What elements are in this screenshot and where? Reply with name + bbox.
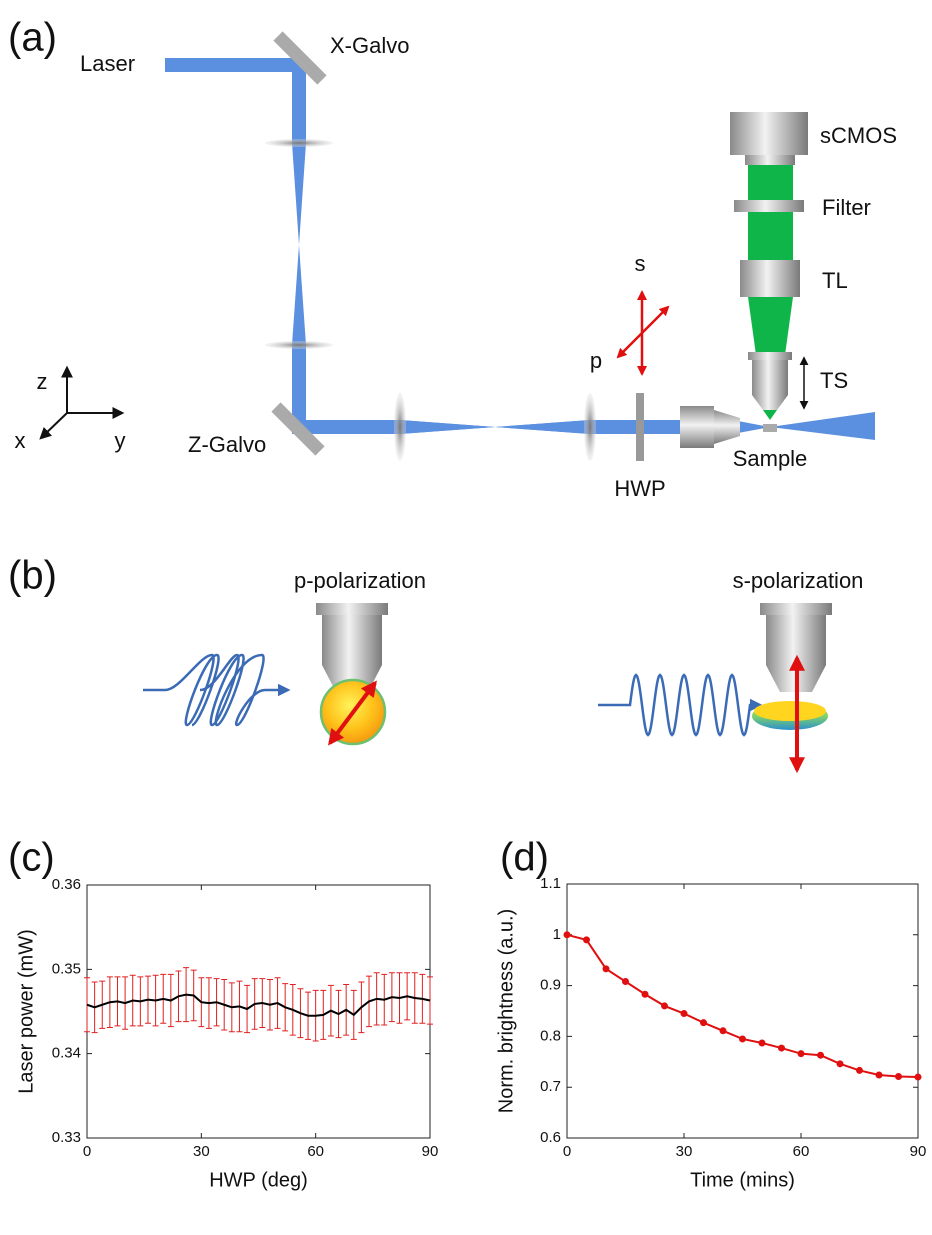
x-tick-label: 30 <box>193 1143 210 1160</box>
data-point <box>817 1051 824 1059</box>
label: HWP <box>614 476 665 501</box>
panel-label: (d) <box>500 836 549 880</box>
label: y <box>115 428 126 453</box>
data-point <box>875 1071 883 1079</box>
x-tick-label: 30 <box>676 1143 693 1160</box>
x-tick-label: 90 <box>910 1143 927 1160</box>
panel-label: (b) <box>8 554 57 598</box>
label: s-polarization <box>733 568 864 593</box>
data-point <box>602 965 610 973</box>
x-tick-label: 0 <box>563 1143 571 1160</box>
data-point <box>778 1044 785 1052</box>
data-point <box>797 1050 805 1058</box>
y-tick-label: 0.8 <box>540 1027 561 1044</box>
data-line <box>566 933 919 1079</box>
y-tick-label: 1.1 <box>540 875 561 892</box>
y-tick-label: 0.7 <box>540 1078 561 1095</box>
label: z <box>37 369 48 394</box>
data-point <box>583 936 590 944</box>
y-tick-label: 0.6 <box>540 1129 561 1146</box>
x-tick-label: 90 <box>422 1143 439 1160</box>
data-point <box>563 931 571 939</box>
data-point <box>758 1039 766 1047</box>
data-point <box>856 1066 863 1074</box>
data-point <box>719 1027 727 1035</box>
label: Laser <box>80 51 135 76</box>
data-point <box>836 1060 844 1068</box>
plot-frame <box>86 884 431 1139</box>
y-axis-label: Norm. brightness (a.u.) <box>495 909 517 1114</box>
y-tick-label: 0.33 <box>52 1129 81 1146</box>
x-axis-label: Time (mins) <box>690 1169 795 1191</box>
y-tick-label: 0.36 <box>52 876 81 893</box>
data-point <box>895 1073 902 1081</box>
y-tick-label: 0.34 <box>52 1045 81 1062</box>
data-point <box>700 1019 707 1027</box>
x-tick-label: 0 <box>83 1143 91 1160</box>
label: TS <box>820 368 848 393</box>
data-point <box>739 1035 746 1043</box>
y-tick-label: 0.35 <box>52 960 81 977</box>
label: x <box>15 428 26 453</box>
label: Filter <box>822 195 871 220</box>
setup-diagram <box>39 31 875 461</box>
label: Sample <box>733 446 808 471</box>
y-tick-label: 0.9 <box>540 977 561 994</box>
data-point <box>914 1073 922 1081</box>
label: TL <box>822 268 848 293</box>
label: p <box>590 348 602 373</box>
y-tick-label: 1 <box>553 926 561 943</box>
label: p-polarization <box>294 568 426 593</box>
panel-label: (a) <box>8 16 57 60</box>
data-point <box>680 1010 688 1018</box>
x-tick-label: 60 <box>793 1143 810 1160</box>
data-line <box>86 993 431 1017</box>
panel-label: (c) <box>8 836 55 880</box>
x-tick-label: 60 <box>307 1143 324 1160</box>
label: Z-Galvo <box>188 432 266 457</box>
plot-frame <box>566 883 919 1139</box>
data-point <box>622 978 629 986</box>
label: X-Galvo <box>330 33 409 58</box>
y-axis-label: Laser power (mW) <box>15 929 37 1093</box>
polarization-diagram <box>143 603 832 774</box>
label: s <box>635 251 646 276</box>
data-point <box>661 1002 668 1010</box>
data-point <box>641 990 649 998</box>
x-axis-label: HWP (deg) <box>209 1169 308 1191</box>
label: sCMOS <box>820 123 897 148</box>
